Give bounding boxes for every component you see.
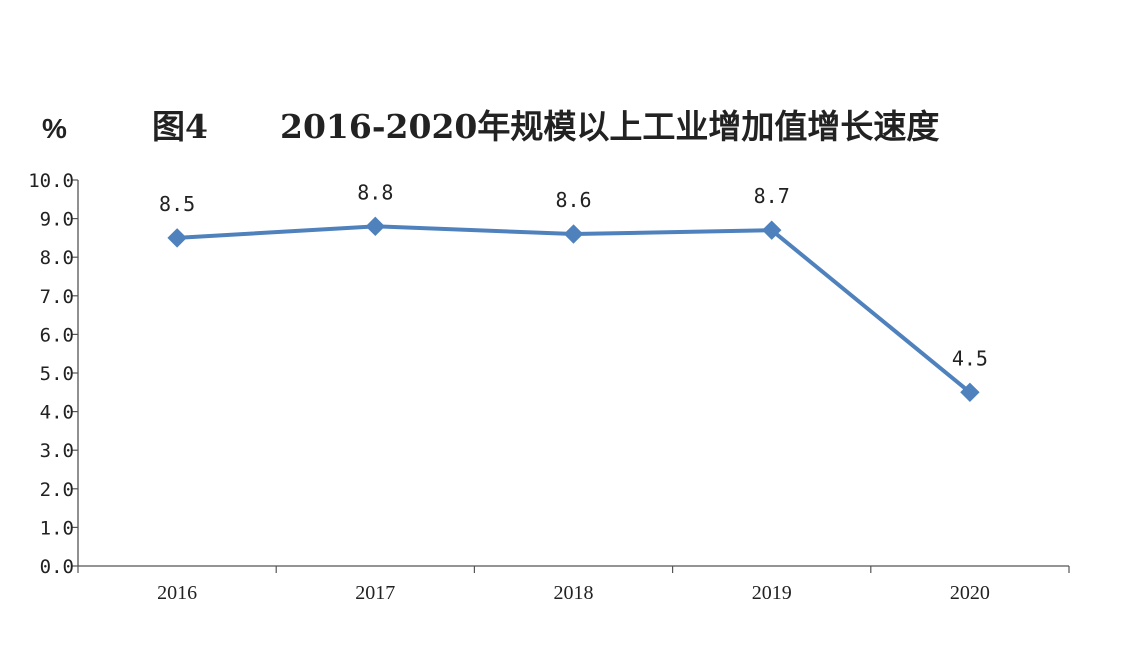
x-tick-label: 2018 bbox=[554, 582, 594, 604]
y-tick-label: 0.0 bbox=[40, 556, 74, 578]
y-tick-label: 5.0 bbox=[40, 363, 74, 385]
y-tick-label: 3.0 bbox=[40, 440, 74, 462]
x-tick-label: 2019 bbox=[752, 582, 792, 604]
y-tick-label: 10.0 bbox=[28, 170, 74, 192]
data-label: 8.6 bbox=[555, 188, 591, 212]
data-label: 8.8 bbox=[357, 180, 393, 204]
plot-area: 0.0 1.0 2.0 3.0 4.0 5.0 6.0 7.0 8.0 9.0 10.0 2016 20… bbox=[28, 170, 1070, 604]
x-tick-label: 2020 bbox=[950, 582, 990, 604]
data-label: 4.5 bbox=[952, 346, 988, 370]
y-tick-label: 4.0 bbox=[40, 402, 74, 424]
y-tick-label: 9.0 bbox=[40, 209, 74, 231]
data-point-marker bbox=[761, 220, 782, 240]
y-tick-label: 2.0 bbox=[40, 479, 74, 501]
x-tick-label: 2017 bbox=[355, 582, 395, 604]
series-line bbox=[175, 224, 972, 395]
data-point-marker bbox=[563, 224, 584, 244]
y-tick-label: 7.0 bbox=[40, 286, 74, 308]
data-label: 8.7 bbox=[754, 184, 790, 208]
data-label: 8.5 bbox=[159, 192, 195, 216]
y-unit-label: % bbox=[42, 113, 67, 144]
chart-title: 2016-2020年规模以上工业增加值增长速度 bbox=[280, 107, 939, 146]
y-tick-label: 8.0 bbox=[40, 247, 74, 269]
figure-number: 图4 bbox=[152, 107, 208, 146]
x-tick-label: 2016 bbox=[157, 582, 197, 604]
data-point-marker bbox=[960, 382, 980, 403]
data-point-marker bbox=[365, 216, 386, 237]
y-tick-label: 6.0 bbox=[40, 324, 74, 346]
data-point-marker bbox=[167, 228, 187, 248]
y-tick-label: 1.0 bbox=[40, 517, 74, 539]
